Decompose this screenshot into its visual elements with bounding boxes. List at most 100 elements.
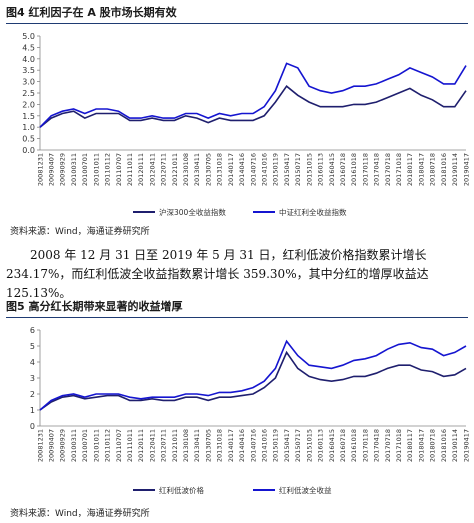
series-line [39,85,467,128]
x-tick-label: 20160415 [328,153,336,186]
x-tick-label: 20121011 [171,153,179,186]
legend-label: 红利低波全收益 [279,485,332,495]
x-tick-label: 20140416 [238,429,246,462]
y-tick-label: 2 [30,390,35,399]
x-tick-label: 20181016 [440,153,448,186]
x-tick-label: 20170418 [373,429,381,462]
x-tick-label: 20160113 [317,153,325,186]
x-tick-label: 20090929 [59,429,67,462]
legend-label: 中证红利全收益指数 [279,207,347,217]
paragraph: 2008 年 12 月 31 日至 2019 年 5 月 31 日，红利低波价格… [6,248,429,300]
series-line [39,62,467,128]
x-tick-label: 20140117 [227,153,235,186]
y-tick-label: 3 [30,374,35,383]
x-tick-label: 20160113 [317,429,325,462]
x-tick-label: 20110707 [115,153,123,186]
x-tick-label: 20100701 [81,153,89,186]
y-tick-label: 4 [30,358,35,367]
y-tick-label: 4.5 [22,43,35,52]
x-tick-label: 20141016 [261,153,269,186]
x-tick-label: 20140716 [249,153,257,186]
x-tick-label: 20160718 [339,429,347,462]
x-tick-label: 20190114 [451,153,459,186]
x-tick-label: 20120411 [148,429,156,462]
y-tick-label: 5 [30,342,35,351]
y-tick-label: 0.0 [22,146,35,155]
x-tick-label: 20170118 [361,153,369,186]
x-tick-label: 20171018 [395,429,403,462]
x-tick-label: 20130411 [193,429,201,462]
x-tick-label: 20190417 [462,153,470,186]
x-tick-label: 20150717 [294,153,302,186]
x-tick-label: 20180718 [429,429,437,462]
x-tick-label: 20180417 [417,429,425,462]
x-tick-label: 20180417 [417,153,425,186]
x-tick-label: 20081231 [36,153,44,186]
y-tick-label: 0 [30,422,35,431]
x-tick-label: 20090407 [48,153,56,186]
x-tick-label: 20161018 [350,153,358,186]
y-tick-label: 1.0 [22,123,35,132]
x-tick-label: 20100701 [81,429,89,462]
x-tick-label: 20170718 [384,429,392,462]
x-tick-label: 20120711 [160,429,168,462]
x-tick-label: 20181016 [440,429,448,462]
x-tick-label: 20130411 [193,153,201,186]
x-tick-label: 20120111 [137,153,145,186]
x-tick-label: 20130705 [204,153,212,186]
x-tick-label: 20130108 [182,429,190,462]
x-tick-label: 20140416 [238,153,246,186]
y-tick-label: 1.5 [22,112,35,121]
x-tick-label: 20160718 [339,153,347,186]
x-tick-label: 20140117 [227,429,235,462]
x-tick-label: 20150417 [283,153,291,186]
y-tick-label: 4.0 [22,55,35,64]
x-tick-label: 20180117 [406,429,414,462]
x-tick-label: 20090407 [48,429,56,462]
x-tick-label: 20100311 [70,153,78,186]
series-line [39,339,467,411]
x-tick-label: 20101011 [92,429,100,462]
x-tick-label: 20131018 [216,153,224,186]
source-note: 资料来源：Wind，海通证券研究所 [10,227,150,237]
x-tick-label: 20120411 [148,153,156,186]
x-tick-label: 20130705 [204,429,212,462]
x-tick-label: 20130108 [182,153,190,186]
y-tick-label: 1 [30,406,35,415]
chart: 0.0 0.5 1.0 1.5 2.0 2.5 3.0 3.5 4.0 4.5 5.0 2008123… [22,32,470,217]
x-tick-label: 20081231 [36,429,44,462]
y-tick-label: 2.0 [22,100,35,109]
x-tick-label: 20140716 [249,429,257,462]
x-tick-label: 20131018 [216,429,224,462]
x-tick-label: 20180117 [406,153,414,186]
x-tick-label: 20190417 [462,429,470,462]
x-tick-label: 20170418 [373,153,381,186]
figure-title: 图4 红利因子在 A 股市场长期有效 [6,4,468,24]
x-tick-label: 20161018 [350,429,358,462]
x-tick-label: 20110112 [104,153,112,186]
x-tick-label: 20150119 [272,153,280,186]
y-tick-label: 3.5 [22,66,35,75]
x-tick-label: 20160415 [328,429,336,462]
x-tick-label: 20180718 [429,153,437,186]
figure-title: 图5 高分红长期带来显著的收益增厚 [6,298,468,318]
x-tick-label: 20120111 [137,429,145,462]
y-tick-label: 6 [30,326,35,335]
x-tick-label: 20151015 [305,153,313,186]
x-tick-label: 20101011 [92,153,100,186]
x-tick-label: 20141016 [261,429,269,462]
series-line [39,350,467,411]
x-tick-label: 20171018 [395,153,403,186]
x-tick-label: 20190114 [451,429,459,462]
y-tick-label: 3.0 [22,78,35,87]
x-tick-label: 20111011 [126,429,134,462]
x-tick-label: 20150119 [272,429,280,462]
x-tick-label: 20110112 [104,429,112,462]
x-tick-label: 20090929 [59,153,67,186]
x-tick-label: 20150717 [294,429,302,462]
legend-label: 红利低波价格 [159,485,204,495]
source-note: 资料来源：Wind，海通证券研究所 [10,509,150,519]
y-tick-label: 5.0 [22,32,35,41]
x-tick-label: 20121011 [171,429,179,462]
